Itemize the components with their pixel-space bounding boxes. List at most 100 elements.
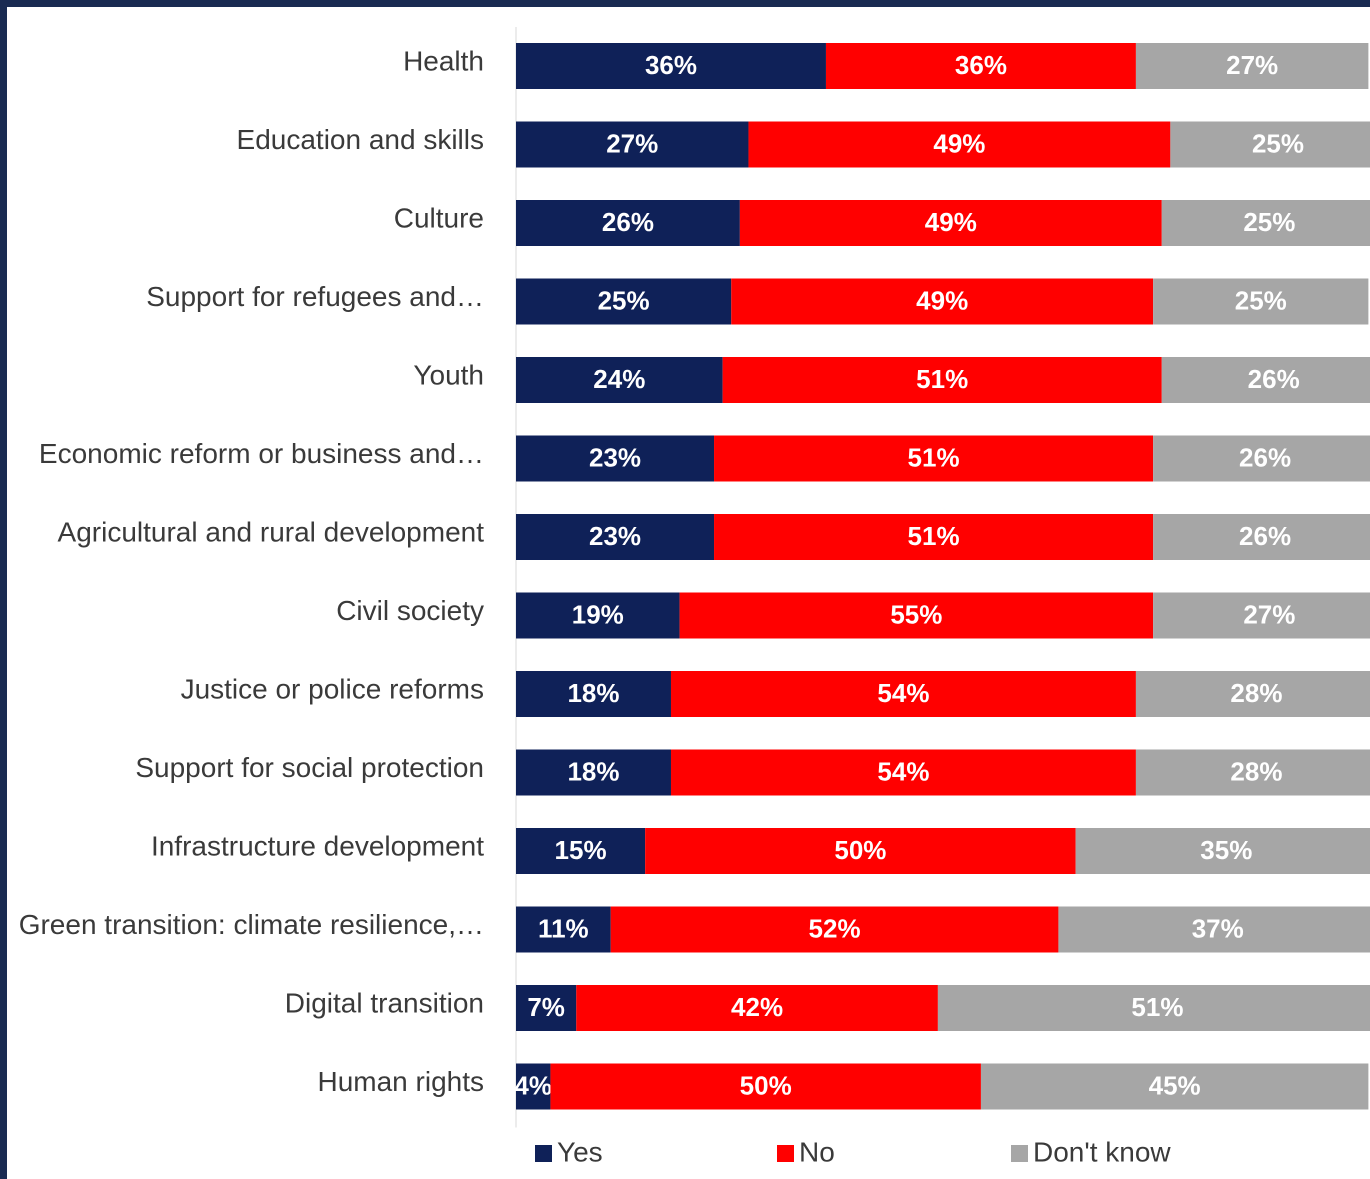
bar-segment <box>714 514 1154 560</box>
data-label: 54% <box>877 678 929 708</box>
data-label: 25% <box>1243 207 1295 237</box>
bar-segment <box>670 671 1136 717</box>
bar-segment <box>576 985 938 1031</box>
category-label: Agricultural and rural development <box>58 516 485 547</box>
bar-segment <box>1153 435 1370 482</box>
bar-segment <box>516 514 715 560</box>
category-label: Support for social protection <box>135 752 484 783</box>
bar-segment <box>1135 43 1369 89</box>
data-label: 51% <box>916 364 968 394</box>
bar-segment <box>825 43 1136 89</box>
data-label: 25% <box>598 285 650 315</box>
data-label: 52% <box>809 913 861 943</box>
data-label: 26% <box>1248 364 1300 394</box>
data-label: 35% <box>1200 835 1252 865</box>
category-label: Education and skills <box>237 124 484 155</box>
data-label: 11% <box>538 913 589 943</box>
data-label: 27% <box>606 128 658 158</box>
data-label: 23% <box>589 521 641 551</box>
bar-segment <box>516 200 740 246</box>
data-label: 36% <box>955 50 1007 80</box>
bar-segment <box>1170 121 1370 168</box>
data-label: 50% <box>740 1070 792 1100</box>
legend-swatch <box>535 1145 552 1162</box>
category-label: Green transition: climate resilience,… <box>19 909 484 940</box>
bar-segment <box>1075 828 1370 874</box>
data-label: 18% <box>567 756 619 786</box>
bar-segment <box>550 1063 981 1110</box>
data-label: 51% <box>1131 992 1183 1022</box>
category-label: Health <box>403 45 484 76</box>
legend-label: Don't know <box>1033 1136 1171 1167</box>
bar-segment <box>1058 906 1370 953</box>
data-label: 26% <box>602 207 654 237</box>
bar-segment <box>722 357 1162 403</box>
legend-label: No <box>799 1136 835 1167</box>
chart-panel: Health 36% 36% 27% Education and skills 27% 49… <box>7 7 1370 1179</box>
category-label: Human rights <box>317 1066 484 1097</box>
bar-segment <box>516 43 826 89</box>
data-label: 7% <box>527 992 565 1022</box>
data-label: 50% <box>834 835 886 865</box>
data-label: 27% <box>1243 599 1295 629</box>
data-label: 24% <box>593 364 645 394</box>
bar-segment <box>516 985 577 1031</box>
data-label: 18% <box>567 678 619 708</box>
data-label: 49% <box>933 128 985 158</box>
bar-segment <box>748 121 1171 168</box>
bar-segment <box>516 749 671 796</box>
bar-segment <box>516 592 680 639</box>
data-label: 42% <box>731 992 783 1022</box>
bar-segment <box>1135 749 1370 796</box>
data-label: 26% <box>1239 442 1291 472</box>
bar-segment <box>610 906 1059 953</box>
data-label: 51% <box>908 442 960 472</box>
data-label: 36% <box>645 50 697 80</box>
bar-segment <box>516 1063 551 1110</box>
data-label: 26% <box>1239 521 1291 551</box>
data-label: 28% <box>1230 678 1282 708</box>
legend-label: Yes <box>557 1136 603 1167</box>
category-label: Digital transition <box>285 987 484 1018</box>
bar-segment <box>1161 357 1370 403</box>
bar-segment <box>1135 671 1370 717</box>
data-label: 54% <box>877 756 929 786</box>
bar-segment <box>1153 514 1370 560</box>
data-label: 15% <box>555 835 607 865</box>
data-label: 55% <box>890 599 942 629</box>
bar-segment <box>516 671 671 717</box>
bar-segment <box>714 435 1154 482</box>
data-label: 25% <box>1252 128 1304 158</box>
category-label: Culture <box>394 202 484 233</box>
legend-swatch <box>777 1145 794 1162</box>
bar-segment <box>670 749 1136 796</box>
data-label: 49% <box>916 285 968 315</box>
category-label: Civil society <box>336 595 484 626</box>
stacked-bar-chart: Health 36% 36% 27% Education and skills 27% 49… <box>19 27 1370 1167</box>
data-label: 25% <box>1235 285 1287 315</box>
bar-segment <box>516 906 611 953</box>
bar-segment <box>1153 278 1369 325</box>
bar-segment <box>516 828 646 874</box>
data-label: 27% <box>1226 50 1278 80</box>
bar-segment <box>1153 592 1370 639</box>
category-label: Economic reform or business and… <box>39 438 484 469</box>
bar-segment <box>731 278 1154 325</box>
bar-segment <box>645 828 1076 874</box>
bar-segment <box>739 200 1162 246</box>
data-label: 28% <box>1230 756 1282 786</box>
data-label: 51% <box>908 521 960 551</box>
bar-segment <box>980 1063 1369 1110</box>
category-label: Youth <box>413 359 484 390</box>
data-label: 49% <box>925 207 977 237</box>
category-label: Justice or police reforms <box>181 673 484 704</box>
category-label: Infrastructure development <box>151 830 484 861</box>
data-label: 23% <box>589 442 641 472</box>
bar-segment <box>516 121 749 168</box>
data-label: 37% <box>1192 913 1244 943</box>
bar-segment <box>516 357 723 403</box>
bar-segment <box>937 985 1370 1031</box>
data-label: 4% <box>514 1070 552 1100</box>
category-label: Support for refugees and… <box>146 281 484 312</box>
bar-segment <box>516 435 715 482</box>
